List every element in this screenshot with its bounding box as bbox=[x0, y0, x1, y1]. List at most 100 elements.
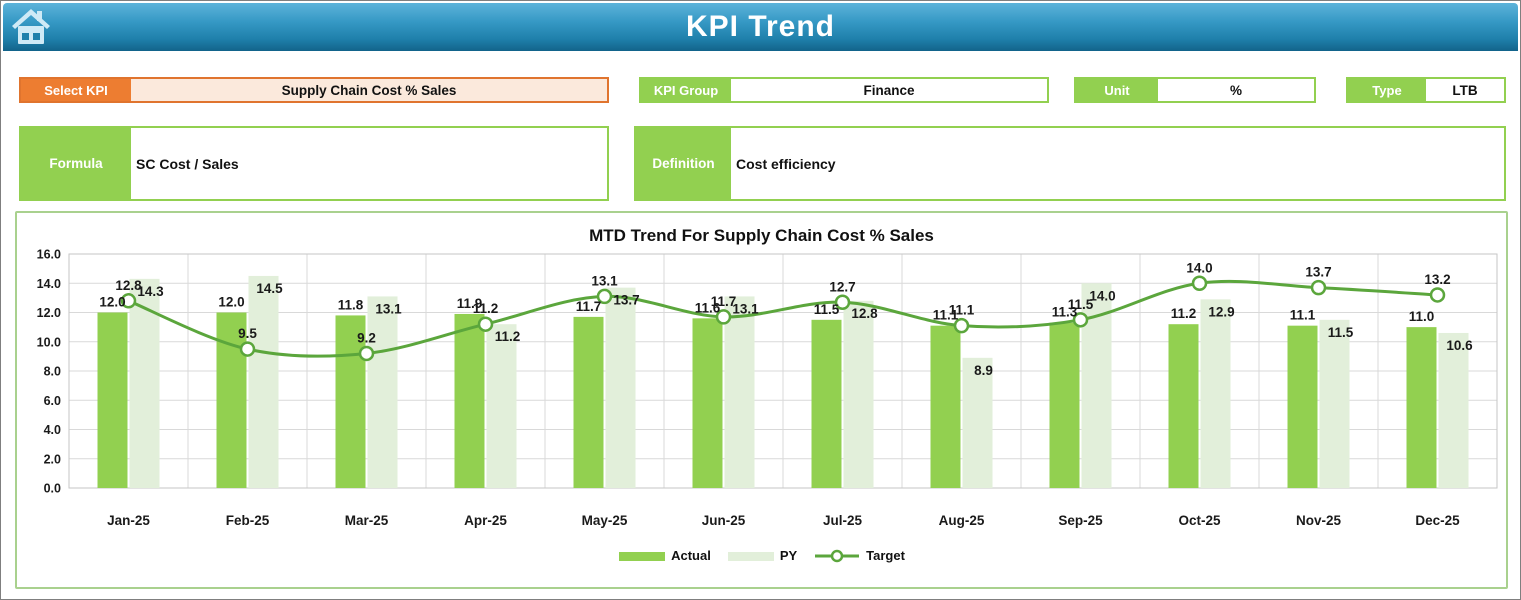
svg-text:11.5: 11.5 bbox=[814, 302, 840, 317]
actual-bar bbox=[454, 313, 485, 488]
unit-value: % bbox=[1158, 79, 1314, 101]
py-bar bbox=[367, 296, 398, 488]
svg-text:Dec-25: Dec-25 bbox=[1415, 513, 1460, 528]
svg-text:Nov-25: Nov-25 bbox=[1296, 513, 1342, 528]
svg-text:11.1: 11.1 bbox=[1290, 308, 1316, 323]
svg-text:11.1: 11.1 bbox=[949, 303, 975, 318]
py-bar bbox=[486, 324, 517, 488]
svg-text:Jun-25: Jun-25 bbox=[702, 513, 746, 528]
py-bar bbox=[1438, 332, 1469, 488]
legend-line-swatch bbox=[815, 549, 860, 562]
svg-text:8.0: 8.0 bbox=[44, 365, 61, 379]
svg-text:12.7: 12.7 bbox=[829, 279, 855, 294]
svg-text:11.5: 11.5 bbox=[1328, 325, 1354, 340]
svg-text:13.1: 13.1 bbox=[591, 273, 618, 288]
kpi-trend-chart: 0.02.04.06.08.010.012.014.016.012.014.31… bbox=[37, 248, 1498, 528]
svg-text:14.0: 14.0 bbox=[1089, 288, 1115, 303]
select-kpi-field: Select KPI Supply Chain Cost % Sales bbox=[19, 77, 609, 103]
legend-bar-swatch bbox=[727, 551, 774, 561]
actual-bar bbox=[811, 319, 842, 488]
svg-text:6.0: 6.0 bbox=[44, 394, 61, 408]
svg-text:9.5: 9.5 bbox=[238, 326, 257, 341]
svg-text:11.8: 11.8 bbox=[338, 297, 364, 312]
target-marker bbox=[834, 294, 851, 311]
target-marker bbox=[1191, 275, 1208, 291]
svg-text:Feb-25: Feb-25 bbox=[226, 513, 270, 528]
actual-bar bbox=[1406, 327, 1437, 488]
svg-text:9.2: 9.2 bbox=[357, 330, 376, 345]
svg-text:May-25: May-25 bbox=[582, 513, 628, 528]
svg-text:11.9: 11.9 bbox=[457, 296, 483, 311]
page-title: KPI Trend bbox=[685, 10, 836, 43]
svg-text:13.1: 13.1 bbox=[732, 301, 759, 316]
actual-bar bbox=[97, 312, 128, 488]
y-axis-labels: 0.0 2.0 4.0 6.0 8.0 10.0 12.0 14.0 16.0 bbox=[37, 248, 61, 496]
svg-text:4.0: 4.0 bbox=[44, 423, 61, 437]
svg-text:14.5: 14.5 bbox=[256, 281, 283, 296]
svg-text:14.3: 14.3 bbox=[137, 284, 164, 299]
target-marker bbox=[1429, 287, 1446, 303]
svg-text:Sep-25: Sep-25 bbox=[1058, 513, 1103, 528]
py-bars bbox=[129, 275, 1469, 488]
select-kpi-value[interactable]: Supply Chain Cost % Sales bbox=[131, 79, 607, 101]
svg-text:11.1: 11.1 bbox=[933, 308, 959, 323]
gridlines bbox=[68, 253, 1498, 489]
formula-field: Formula SC Cost / Sales bbox=[19, 126, 609, 201]
kpi-trend-chart-panel: MTD Trend For Supply Chain Cost % Sales … bbox=[15, 211, 1508, 589]
svg-text:10.6: 10.6 bbox=[1446, 338, 1473, 353]
target-marker bbox=[715, 309, 732, 325]
definition-value: Cost efficiency bbox=[731, 128, 1504, 199]
kpi-group-value: Finance bbox=[731, 79, 1047, 101]
type-field: Type LTB bbox=[1346, 77, 1506, 103]
svg-text:13.1: 13.1 bbox=[375, 301, 402, 316]
svg-text:12.0: 12.0 bbox=[99, 295, 125, 310]
py-bar bbox=[605, 287, 636, 488]
header-bar: KPI Trend bbox=[3, 3, 1518, 51]
py-bar bbox=[962, 357, 993, 488]
svg-text:Apr-25: Apr-25 bbox=[464, 513, 507, 528]
svg-text:13.7: 13.7 bbox=[1305, 265, 1331, 280]
unit-field: Unit % bbox=[1074, 77, 1316, 103]
svg-text:14.0: 14.0 bbox=[37, 277, 61, 291]
target-line bbox=[120, 275, 1446, 362]
type-value: LTB bbox=[1426, 79, 1504, 101]
target-marker bbox=[1072, 312, 1089, 328]
svg-text:12.0: 12.0 bbox=[218, 295, 244, 310]
x-axis-labels: Jan-25 Feb-25 Mar-25 Apr-25 May-25 Jun-25 Jul-… bbox=[107, 513, 1460, 528]
svg-text:11.3: 11.3 bbox=[1052, 305, 1078, 320]
svg-text:Mar-25: Mar-25 bbox=[345, 513, 389, 528]
target-marker bbox=[596, 288, 613, 305]
py-bar bbox=[724, 296, 755, 488]
svg-text:Jan-25: Jan-25 bbox=[107, 513, 150, 528]
select-kpi-label: Select KPI bbox=[21, 79, 131, 101]
legend-bar-swatch bbox=[619, 551, 666, 561]
svg-text:11.2: 11.2 bbox=[495, 329, 521, 344]
kpi-group-label: KPI Group bbox=[641, 79, 731, 101]
svg-text:14.0: 14.0 bbox=[1186, 260, 1212, 275]
data-labels: 12.014.312.812.014.59.511.8 13.19.211.911… bbox=[99, 260, 1473, 378]
kpi-group-field: KPI Group Finance bbox=[639, 77, 1049, 103]
py-bar bbox=[843, 300, 874, 488]
actual-bar bbox=[1049, 322, 1080, 488]
svg-text:11.2: 11.2 bbox=[473, 301, 499, 316]
py-bar bbox=[1200, 299, 1231, 488]
svg-text:Jul-25: Jul-25 bbox=[823, 513, 863, 528]
svg-text:12.8: 12.8 bbox=[115, 278, 142, 293]
svg-text:12.8: 12.8 bbox=[851, 306, 878, 321]
svg-text:11.5: 11.5 bbox=[1068, 297, 1094, 312]
unit-label: Unit bbox=[1076, 79, 1158, 101]
svg-text:13.2: 13.2 bbox=[1424, 272, 1450, 287]
svg-text:16.0: 16.0 bbox=[37, 248, 61, 262]
svg-text:11.0: 11.0 bbox=[1409, 309, 1435, 324]
legend-label: PY bbox=[779, 548, 798, 563]
svg-text:Aug-25: Aug-25 bbox=[939, 513, 985, 528]
svg-text:13.7: 13.7 bbox=[613, 293, 639, 308]
actual-bar bbox=[930, 325, 961, 488]
actual-bar bbox=[1287, 325, 1318, 488]
formula-value: SC Cost / Sales bbox=[131, 128, 607, 199]
home-icon[interactable] bbox=[10, 6, 52, 48]
type-label: Type bbox=[1348, 79, 1426, 101]
legend-item-actual: Actual bbox=[618, 548, 711, 563]
svg-text:0.0: 0.0 bbox=[44, 482, 61, 496]
